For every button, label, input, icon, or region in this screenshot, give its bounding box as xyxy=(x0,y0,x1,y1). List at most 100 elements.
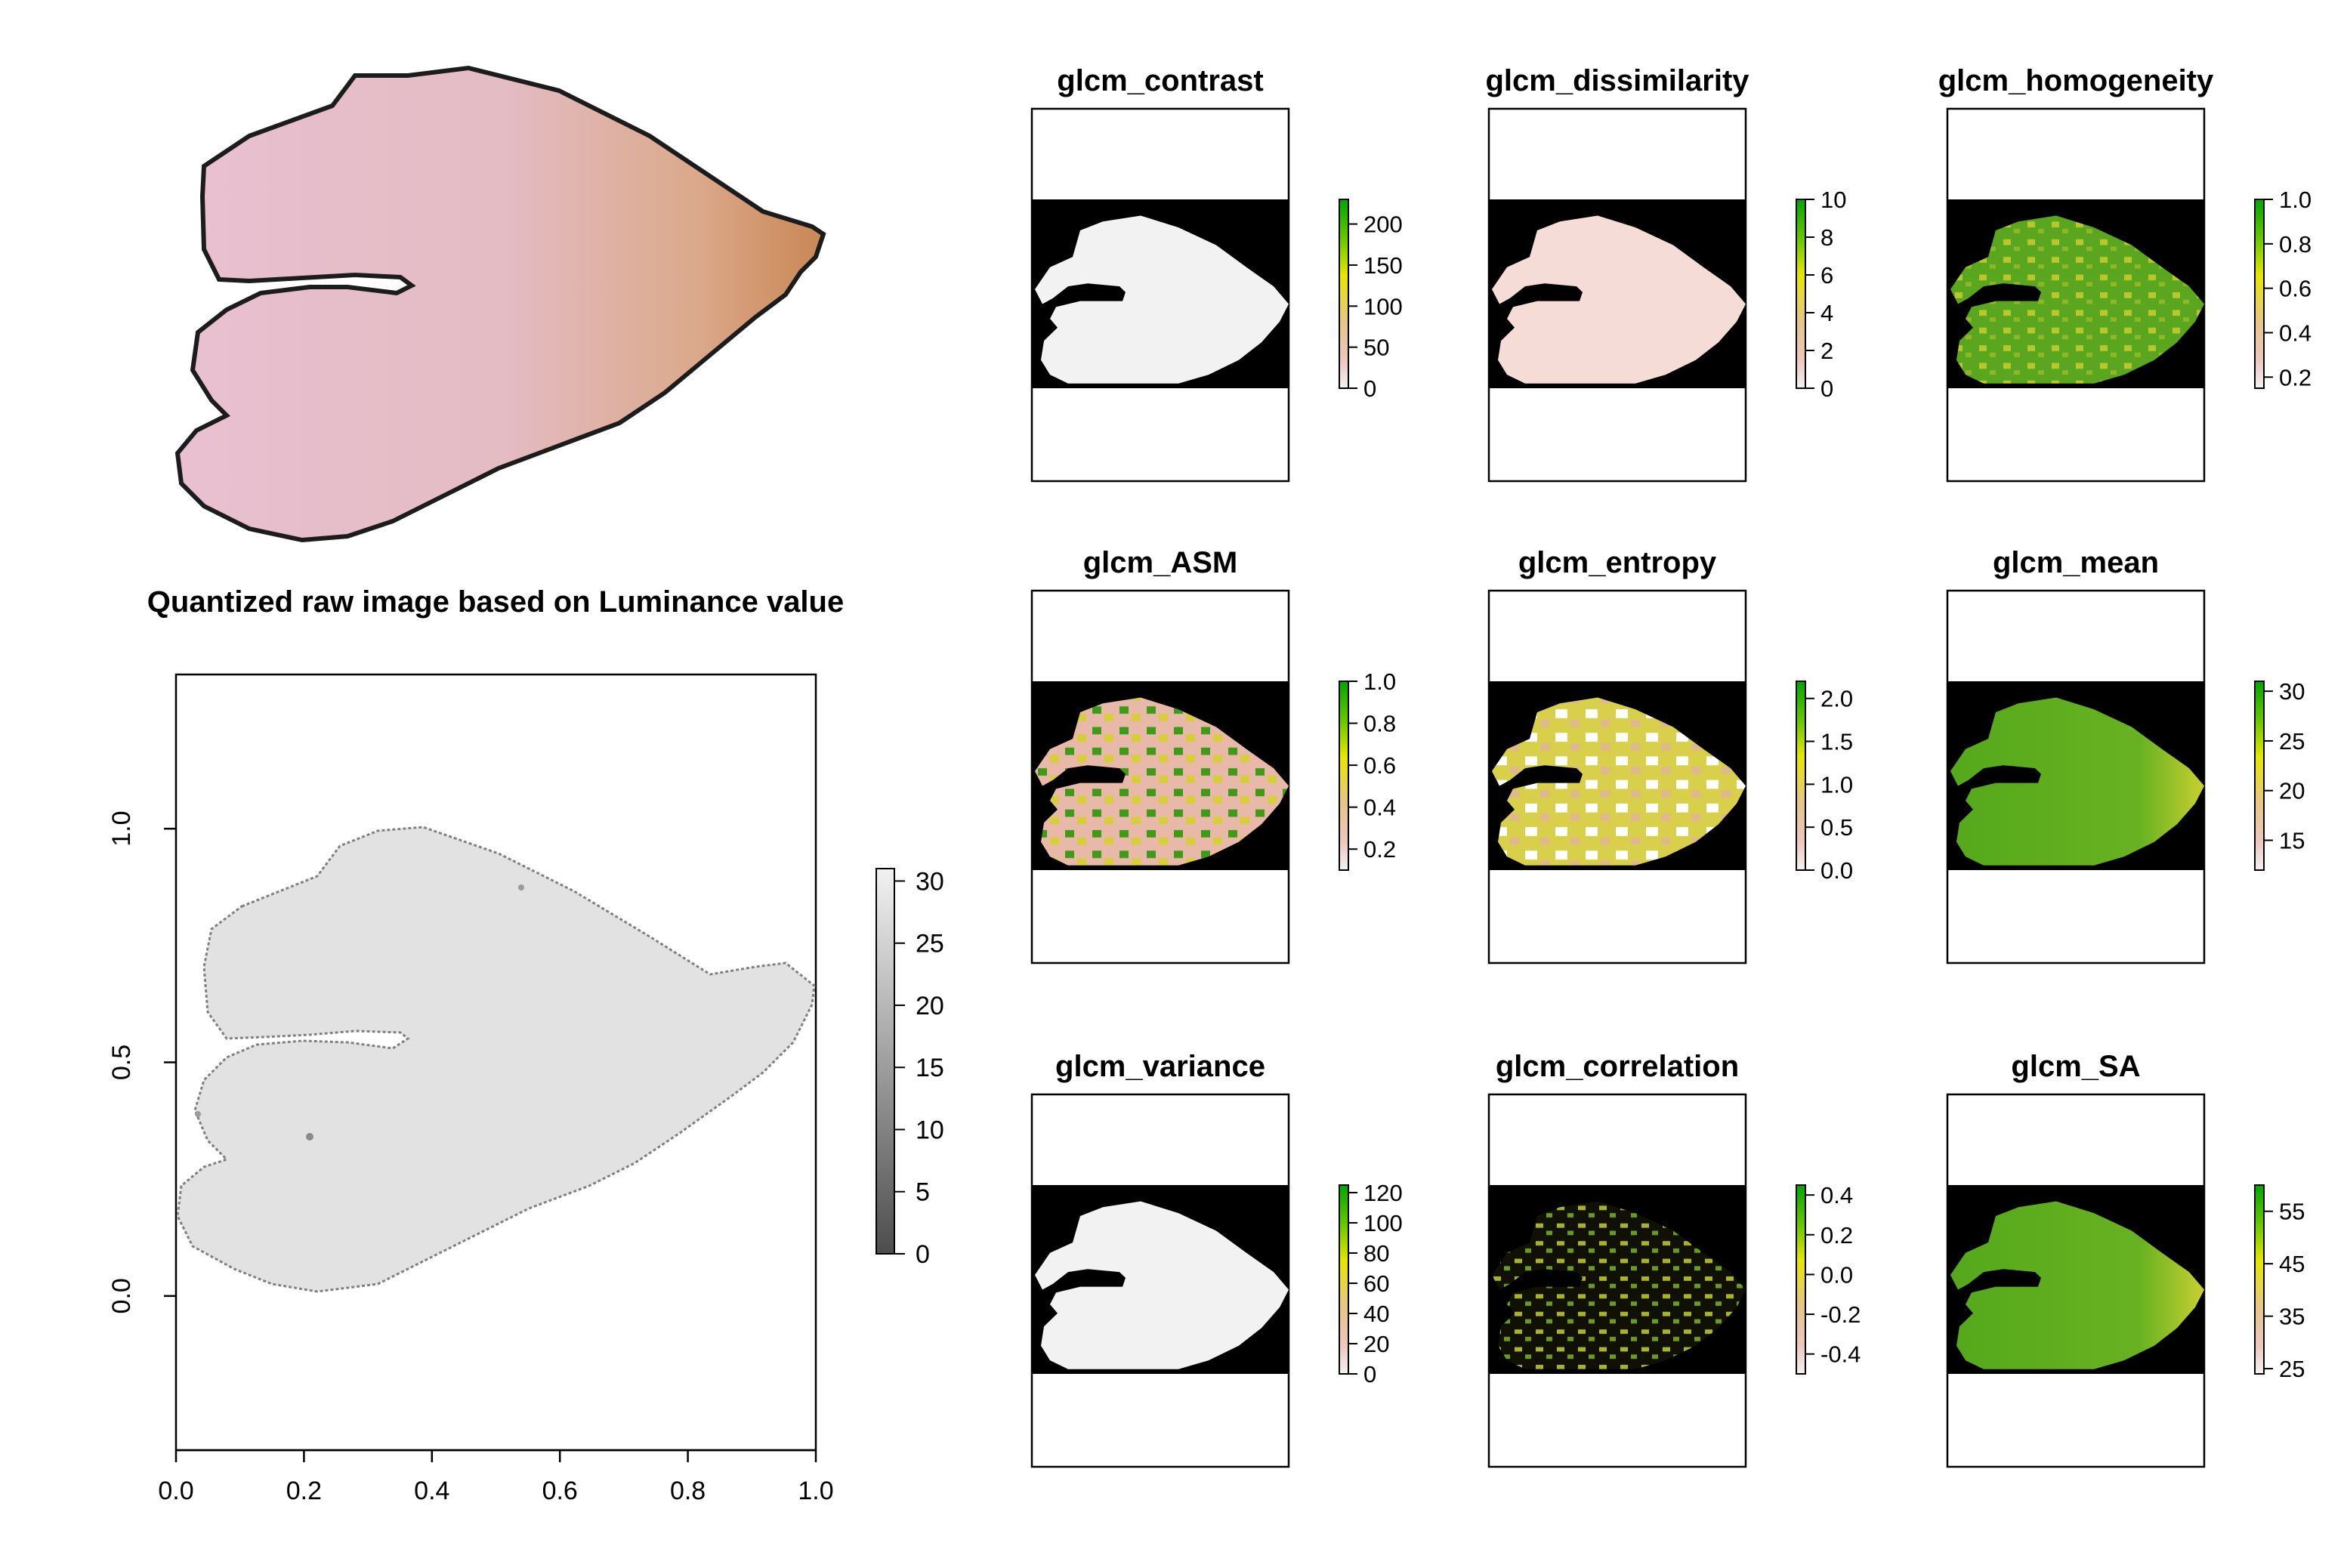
panel-title: glcm_ASM xyxy=(1083,546,1238,579)
y-tick-label: 0.0 xyxy=(107,1278,136,1313)
colorbar-tick-label: 25 xyxy=(2279,728,2305,755)
colorbar-tick-label: 80 xyxy=(1363,1240,1389,1267)
colorbar-ticks: 0 5 10 15 20 25 30 xyxy=(894,867,944,1269)
colorbar-tick-label: 25 xyxy=(916,930,944,958)
panel-glcm-mean: glcm_mean 15 20 25 30 xyxy=(1946,546,2305,965)
colorbar-tick-label: 1.5 xyxy=(1820,729,1853,755)
panel-leaf-image xyxy=(1950,215,2204,384)
colorbar-tick-label: 30 xyxy=(2279,678,2305,705)
luminance-speck xyxy=(306,1133,313,1141)
colorbar-tick-label: 0 xyxy=(1363,375,1376,402)
panel-colorbar xyxy=(2254,199,2265,389)
panel-title: glcm_mean xyxy=(1993,546,2159,579)
panel-glcm-sa: glcm_SA 25 35 45 55 xyxy=(1946,1050,2305,1468)
luminance-speck xyxy=(195,1111,201,1117)
colorbar-tick-label: 120 xyxy=(1363,1180,1403,1206)
panel-leaf-image xyxy=(1492,1201,1746,1369)
colorbar-tick-label: 8 xyxy=(1820,224,1833,251)
colorbar-tick-label: 1.0 xyxy=(1820,771,1853,798)
colorbar-tick-label: 5 xyxy=(916,1178,930,1207)
colorbar-gradient xyxy=(875,868,895,1255)
panel-title: glcm_entropy xyxy=(1518,546,1717,579)
colorbar-tick-label: 50 xyxy=(1363,335,1389,361)
panel-glcm-asm: glcm_ASM 0.2 0.4 0.6 0.8 1.0 xyxy=(1030,546,1396,965)
colorbar-tick-label: 20 xyxy=(1363,1331,1389,1357)
panel-colorbar xyxy=(1339,199,1349,389)
y-tick-label: 0.5 xyxy=(107,1045,136,1080)
panel-colorbar xyxy=(1796,199,1806,389)
colorbar-tick-label: 6 xyxy=(1820,262,1833,289)
leaf-photo xyxy=(174,65,826,543)
y-tick-label: 1.0 xyxy=(107,811,136,847)
colorbar-tick-label: 60 xyxy=(1363,1270,1389,1297)
colorbar-tick-label: 0.8 xyxy=(2279,231,2311,258)
panel-glcm-dissimilarity: glcm_dissimilarity 0 2 4 6 8 10 xyxy=(1485,64,1846,483)
panel-colorbar xyxy=(1796,681,1806,871)
colorbar-tick-label: 2 xyxy=(1820,338,1833,364)
colorbar-tick-label: -0.2 xyxy=(1820,1301,1861,1328)
panel-leaf-image xyxy=(1035,697,1289,866)
luminance-plot: Quantized raw image based on Luminance v… xyxy=(107,585,944,1505)
colorbar-tick-label: -0.4 xyxy=(1820,1341,1861,1368)
panel-leaf-image xyxy=(1035,215,1289,384)
x-tick-label: 0.4 xyxy=(414,1477,449,1505)
panel-glcm-contrast: glcm_contrast 0 50 100 150 200 xyxy=(1030,64,1403,483)
colorbar-tick-label: 150 xyxy=(1363,252,1403,279)
x-tick-label: 0.8 xyxy=(670,1477,706,1505)
colorbar-tick-label: 0.6 xyxy=(2279,276,2311,302)
leaf-photo-shape xyxy=(174,65,826,543)
colorbar-tick-label: 100 xyxy=(1363,1210,1403,1236)
colorbar-tick-label: 0 xyxy=(916,1240,930,1269)
colorbar-tick-label: 30 xyxy=(916,867,944,896)
colorbar-tick-label: 35 xyxy=(2279,1304,2305,1330)
colorbar-tick-label: 100 xyxy=(1363,293,1403,319)
panel-colorbar xyxy=(1796,1184,1806,1375)
x-tick-label: 0.0 xyxy=(158,1477,193,1505)
colorbar-tick-label: 0.0 xyxy=(1820,1261,1853,1288)
x-tick-label: 0.2 xyxy=(286,1477,322,1505)
panel-leaf-image xyxy=(1492,697,1746,866)
panel-colorbar xyxy=(2254,1184,2265,1375)
colorbar-tick-label: 10 xyxy=(1820,187,1846,213)
colorbar-tick-label: 1.0 xyxy=(2279,187,2311,213)
x-tick-label: 1.0 xyxy=(798,1477,833,1505)
panel-glcm-correlation: glcm_correlation -0.4 -0.2 0.0 0.2 0.4 xyxy=(1487,1050,1861,1468)
colorbar-tick-label: 40 xyxy=(1363,1301,1389,1327)
luminance-speck xyxy=(518,884,524,890)
colorbar-tick-label: 0.6 xyxy=(1363,752,1396,779)
colorbar-tick-label: 2.0 xyxy=(1820,686,1853,712)
colorbar-tick-label: 10 xyxy=(916,1116,944,1144)
colorbar-tick-label: 0.8 xyxy=(1363,711,1396,737)
colorbar-tick-label: 0.0 xyxy=(1820,857,1853,884)
colorbar-tick-label: 0 xyxy=(1363,1361,1376,1387)
colorbar-tick-label: 1.0 xyxy=(1363,668,1396,695)
colorbar-tick-label: 0.4 xyxy=(1363,795,1396,821)
colorbar-tick-label: 0.2 xyxy=(1363,836,1396,863)
luminance-leaf-image xyxy=(176,826,816,1293)
x-axis: 0.0 0.2 0.4 0.6 0.8 1.0 xyxy=(158,1449,834,1505)
colorbar-tick-label: 45 xyxy=(2279,1251,2305,1277)
panel-title: glcm_homogeneity xyxy=(1938,64,2214,97)
panel-title: glcm_contrast xyxy=(1057,64,1263,97)
colorbar-tick-label: 200 xyxy=(1363,211,1403,238)
luminance-colorbar: 0 5 10 15 20 25 30 xyxy=(875,867,944,1269)
panel-leaf-image xyxy=(1950,1201,2204,1369)
colorbar-tick-label: 20 xyxy=(2279,778,2305,804)
colorbar-tick-label: 25 xyxy=(2279,1356,2305,1382)
colorbar-tick-label: 15 xyxy=(2279,828,2305,854)
colorbar-tick-label: 0.2 xyxy=(1820,1222,1853,1249)
colorbar-tick-label: 0.4 xyxy=(1820,1182,1853,1208)
panel-colorbar xyxy=(2254,681,2265,871)
colorbar-tick-label: 20 xyxy=(916,992,944,1020)
colorbar-tick-label: 0 xyxy=(1820,375,1833,402)
panel-colorbar xyxy=(1339,681,1349,871)
panel-glcm-homogeneity: glcm_homogeneity 0.2 0.4 0.6 0.8 1.0 xyxy=(1938,64,2311,483)
panel-colorbar xyxy=(1339,1184,1349,1375)
colorbar-tick-label: 0.5 xyxy=(1820,814,1853,841)
colorbar-tick-label: 4 xyxy=(1820,300,1833,326)
glcm-panels: glcm_contrast050100150200glcm_dissimilar… xyxy=(1030,64,2311,1468)
luminance-plot-title: Quantized raw image based on Luminance v… xyxy=(147,585,844,619)
panel-title: glcm_correlation xyxy=(1496,1050,1739,1083)
colorbar-tick-label: 15 xyxy=(916,1054,944,1082)
